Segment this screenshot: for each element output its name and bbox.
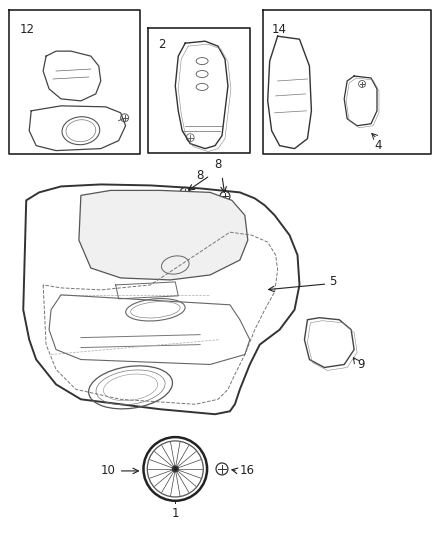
Text: 10: 10 xyxy=(101,464,116,478)
Text: 12: 12 xyxy=(19,23,34,36)
Text: 8: 8 xyxy=(196,168,204,182)
Text: 16: 16 xyxy=(240,464,255,478)
Text: 4: 4 xyxy=(374,139,381,152)
Text: 9: 9 xyxy=(357,358,364,371)
Text: 14: 14 xyxy=(272,23,286,36)
Circle shape xyxy=(172,466,178,472)
Text: 8: 8 xyxy=(214,158,222,171)
Text: 1: 1 xyxy=(172,507,179,520)
Text: 2: 2 xyxy=(159,38,166,51)
Text: 5: 5 xyxy=(329,276,337,288)
Polygon shape xyxy=(79,190,248,280)
